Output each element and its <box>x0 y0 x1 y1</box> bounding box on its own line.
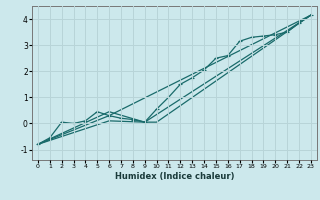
X-axis label: Humidex (Indice chaleur): Humidex (Indice chaleur) <box>115 172 234 181</box>
